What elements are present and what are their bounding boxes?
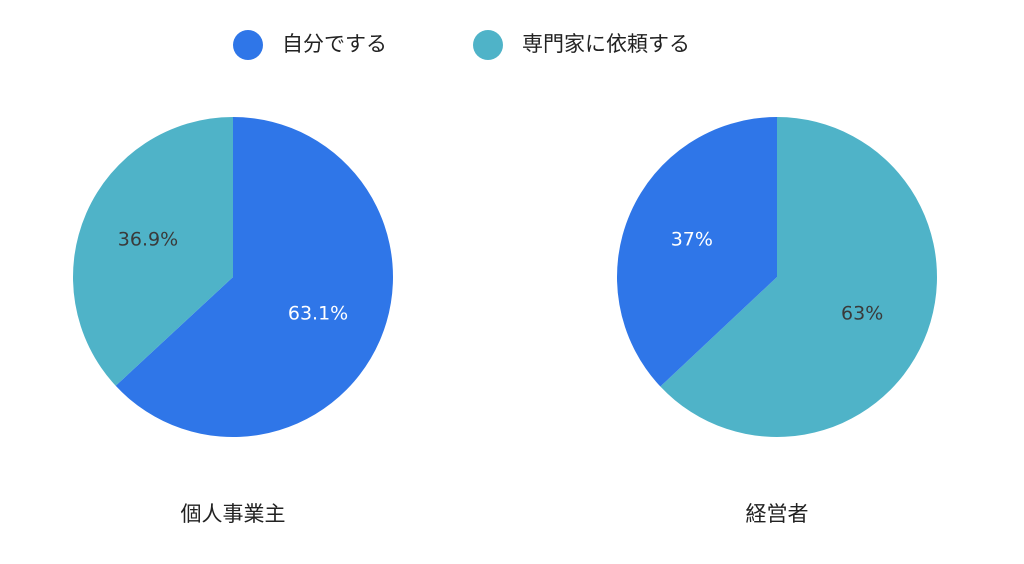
- data-label: 37%: [671, 229, 713, 251]
- legend-swatch: [233, 30, 263, 60]
- pie-slice: [115, 117, 393, 437]
- data-label: 63.1%: [288, 303, 348, 325]
- legend-swatch: [473, 30, 503, 60]
- legend-label: 自分でする: [282, 32, 387, 56]
- pie-slice: [617, 117, 777, 387]
- chart-title: 個人事業主: [181, 502, 286, 526]
- data-label: 63%: [841, 302, 883, 324]
- data-label: 36.9%: [118, 228, 178, 250]
- pie-slice: [660, 117, 938, 438]
- chart-title: 経営者: [746, 502, 809, 526]
- legend-label: 専門家に依頼する: [522, 32, 690, 56]
- pie-slice: [73, 117, 233, 386]
